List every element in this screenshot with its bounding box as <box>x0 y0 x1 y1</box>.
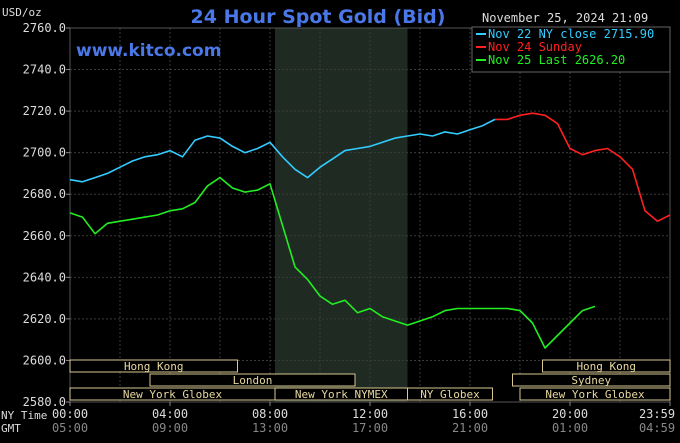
session-band <box>149 373 356 387</box>
legend-entry: Nov 24 Sunday <box>488 40 582 54</box>
x-axis-gmt-label: GMT <box>1 422 21 435</box>
y-axis: 2760.0 2740.0 2720.0 2700.0 2680.0 2660.0 2640… <box>23 21 70 409</box>
y-tick-label: 2680.0 <box>23 187 66 201</box>
unit-label: USD/oz <box>2 6 42 19</box>
x-tick-label-ny: 23:59 <box>639 407 675 421</box>
legend-entry: Nov 25 Last 2626.20 <box>488 53 625 67</box>
series-line <box>69 176 596 349</box>
x-tick-label-ny: 04:00 <box>152 407 188 421</box>
y-tick-label: 2720.0 <box>23 104 66 118</box>
x-tick-label-gmt: 05:00 <box>52 421 88 435</box>
session-label: New York NYMEX <box>295 388 388 401</box>
y-tick-label: 2640.0 <box>23 270 66 284</box>
session-label: NY Globex <box>420 388 480 401</box>
session-label: Hong Kong <box>124 360 184 373</box>
session-band <box>407 387 493 401</box>
session-label: New York Globex <box>545 388 645 401</box>
watermark: www.kitco.com <box>76 41 221 61</box>
chart-title: 24 Hour Spot Gold (Bid) <box>191 6 446 28</box>
legend-entry: Nov 22 NY close 2715.90 <box>488 27 654 41</box>
x-tick-label-gmt: 01:00 <box>552 421 588 435</box>
market-hours-shade <box>275 28 408 402</box>
x-tick-label-gmt: 17:00 <box>352 421 388 435</box>
session-label: London <box>233 374 273 387</box>
session-band <box>512 373 671 387</box>
x-tick-label-ny: 08:00 <box>252 407 288 421</box>
y-tick-label: 2620.0 <box>23 312 66 326</box>
session-band <box>542 359 671 373</box>
x-tick-label-ny: 00:00 <box>52 407 88 421</box>
session-band <box>69 359 238 373</box>
x-tick-label-gmt: 04:59 <box>639 421 675 435</box>
session-label: Hong Kong <box>576 360 636 373</box>
y-tick-label: 2660.0 <box>23 229 66 243</box>
x-tick-label-gmt: 13:00 <box>252 421 288 435</box>
x-tick-label-ny: 12:00 <box>352 407 388 421</box>
session-label: Sydney <box>571 374 611 387</box>
x-tick-label-ny: 20:00 <box>552 407 588 421</box>
legend-box <box>471 26 671 73</box>
y-tick-label: 2580.0 <box>23 395 66 409</box>
price-series <box>69 112 671 349</box>
x-axis-ny-label: NY Time <box>1 409 47 422</box>
y-tick-label: 2740.0 <box>23 63 66 77</box>
series-line <box>69 118 496 183</box>
x-tick-label-gmt: 21:00 <box>452 421 488 435</box>
y-tick-label: 2600.0 <box>23 353 66 367</box>
session-label: New York Globex <box>123 388 223 401</box>
y-tick-label: 2760.0 <box>23 21 66 35</box>
session-band <box>519 387 671 401</box>
timestamp: November 25, 2024 21:09 <box>482 11 648 25</box>
x-tick-label-ny: 16:00 <box>452 407 488 421</box>
series-line <box>495 112 671 222</box>
y-tick-label: 2700.0 <box>23 146 66 160</box>
x-tick-label-gmt: 09:00 <box>152 421 188 435</box>
